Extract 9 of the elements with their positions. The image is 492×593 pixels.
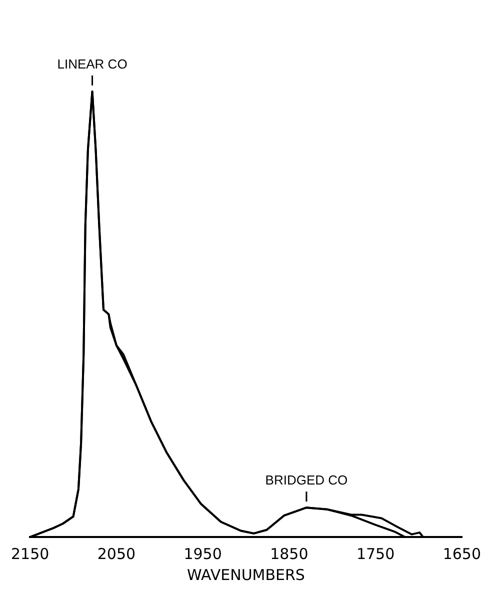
x-tick-label: 1750 — [356, 544, 395, 563]
x-tick-label: 2050 — [97, 544, 136, 563]
annotation: BRIDGED CO — [265, 472, 348, 488]
x-tick-label: 1950 — [184, 544, 222, 563]
x-tick-label: 1850 — [270, 544, 308, 563]
annotation: LINEAR CO — [57, 56, 128, 72]
x-tick-label: 1650 — [442, 544, 482, 563]
x-tick-label: 2150 — [10, 544, 50, 563]
x-axis-title: WAVENUMBERS — [187, 566, 305, 584]
